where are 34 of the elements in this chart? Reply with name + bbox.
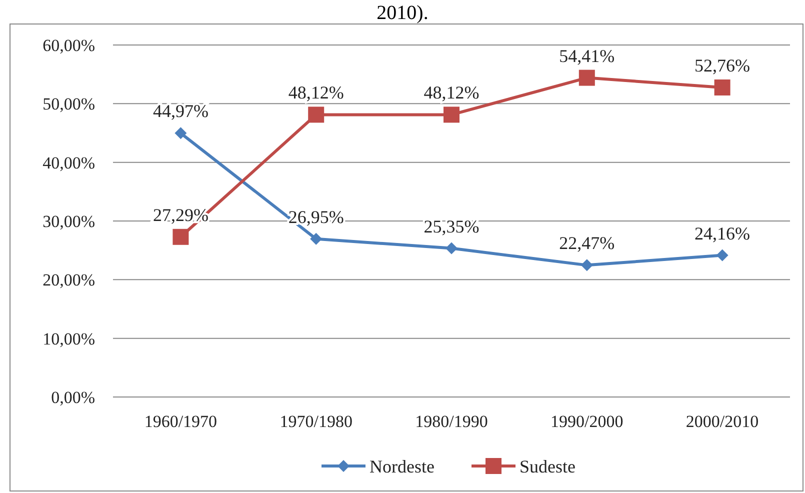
y-tick-label: 10,00% <box>42 329 95 348</box>
point <box>716 249 728 262</box>
y-tick-label: 60,00% <box>42 36 95 55</box>
x-tick-label: 1970/1980 <box>280 412 352 431</box>
x-tick-label: 1960/1970 <box>144 412 218 431</box>
point <box>714 79 730 96</box>
legend-label: Sudeste <box>520 456 576 476</box>
point <box>172 228 189 245</box>
y-tick-label: 40,00% <box>42 153 95 172</box>
data-label: 48,12% <box>424 82 480 103</box>
x-tick-label: 1990/2000 <box>550 412 624 431</box>
data-label: 26,95% <box>288 206 344 227</box>
y-tick-label: 20,00% <box>42 270 95 290</box>
point <box>308 106 324 123</box>
data-label: 25,35% <box>424 216 480 236</box>
point <box>578 70 595 86</box>
point <box>310 232 322 245</box>
chart-title: 2010). <box>376 2 428 24</box>
data-label: 48,12% <box>288 82 344 103</box>
point <box>446 242 458 254</box>
data-label: 24,16% <box>694 223 750 244</box>
x-tick-label: 2000/2010 <box>686 412 759 431</box>
point <box>174 127 187 140</box>
y-tick-label: 30,00% <box>42 212 95 231</box>
data-label: 44,97% <box>152 101 208 122</box>
data-label: 22,47% <box>559 233 615 254</box>
y-tick-label: 50,00% <box>42 94 95 114</box>
x-tick-label: 1980/1990 <box>415 412 488 431</box>
point <box>580 259 593 272</box>
legend-label: Nordeste <box>370 456 434 476</box>
y-tick-label: 0,00% <box>51 388 95 407</box>
data-label: 54,41% <box>559 46 615 66</box>
point <box>444 106 460 123</box>
data-label: 52,76% <box>694 55 750 76</box>
